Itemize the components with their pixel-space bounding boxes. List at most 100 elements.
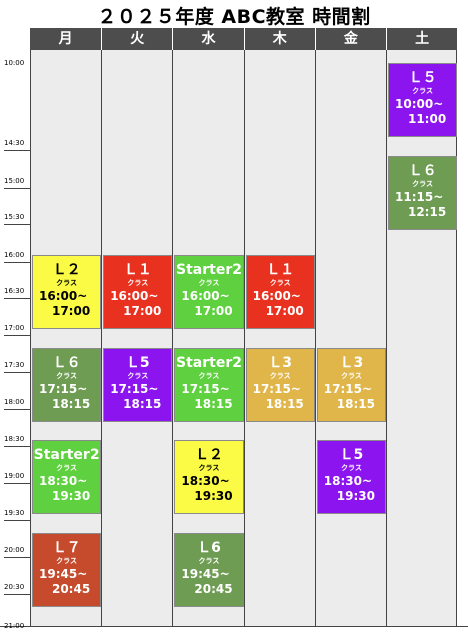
class-block[interactable]: Ｌ5 クラス 18:30~ 19:30 — [316, 440, 386, 514]
day-header-1: 火 — [101, 28, 172, 50]
class-block[interactable]: Ｌ3 クラス 17:15~ 18:15 — [245, 347, 315, 422]
class-name: Ｌ５ — [408, 70, 437, 86]
class-label: クラス — [269, 279, 291, 287]
day-column-0 — [30, 50, 103, 627]
class-end-time: 18:15 — [51, 396, 91, 411]
class-end-time: 12:15 — [407, 204, 447, 219]
time-label: 19:30 — [4, 509, 25, 517]
time-tick — [4, 520, 30, 521]
class-name: Starter2 — [176, 354, 242, 371]
class-label: クラス — [56, 464, 78, 472]
class-name: Starter2 — [176, 262, 242, 278]
class-name: Ｌ２ — [52, 262, 81, 278]
class-start-time: 16:00~ — [181, 289, 230, 303]
class-block[interactable]: Ｌ２ クラス 16:00~ 17:00 — [32, 255, 102, 329]
class-label: クラス — [412, 179, 434, 188]
class-name: Ｌ6 — [197, 539, 221, 556]
class-start-time: 18:30~ — [323, 474, 373, 488]
day-header-4: 金 — [314, 28, 386, 50]
day-header-3: 木 — [243, 28, 315, 50]
time-tick — [4, 372, 30, 373]
class-end-time: 20:45 — [51, 581, 91, 596]
class-block[interactable]: Ｌ２ クラス 18:30~ 19:30 — [174, 440, 244, 514]
page-title: ２０２５年度 ABC教室 時間割 — [97, 6, 371, 28]
time-tick — [4, 150, 30, 151]
class-start-time: 16:00~ — [39, 289, 88, 303]
class-end-time: 18:15 — [123, 396, 162, 411]
day-header-5: 土 — [386, 28, 457, 50]
class-start-time: 11:15~ — [395, 189, 444, 204]
class-block[interactable]: Ｌ3 クラス 17:15~ 18:15 — [316, 347, 386, 422]
class-block[interactable]: Ｌ１ クラス 16:00~ 17:00 — [103, 255, 173, 329]
class-block[interactable]: Ｌ６ クラス 17:15~ 18:15 — [32, 347, 102, 422]
time-label: 17:30 — [4, 361, 25, 369]
time-tick — [4, 594, 30, 595]
class-start-time: 10:00~ — [395, 97, 444, 111]
class-block[interactable]: Ｌ７ クラス 19:45~ 20:45 — [32, 532, 102, 607]
day-column-2 — [172, 50, 245, 627]
timetable-grid — [30, 50, 458, 627]
class-end-time: 18:15 — [194, 396, 233, 411]
class-block[interactable]: Ｌ５ クラス 10:00~ 11:00 — [388, 63, 458, 137]
class-block[interactable]: Ｌ5 クラス 17:15~ 18:15 — [103, 347, 173, 422]
class-start-time: 19:45~ — [181, 566, 230, 581]
class-start-time: 18:30~ — [181, 474, 230, 488]
day-header-2: 水 — [172, 28, 243, 50]
class-label: クラス — [127, 371, 149, 380]
class-block[interactable]: Ｌ６ クラス 11:15~ 12:15 — [388, 155, 458, 230]
day-header-0: 月 — [58, 31, 73, 47]
time-label: 19:00 — [4, 472, 25, 480]
time-label: 16:30 — [4, 287, 25, 295]
class-name: Ｌ3 — [268, 354, 293, 371]
class-end-time: 18:15 — [265, 396, 304, 411]
time-label: 15:00 — [4, 177, 25, 185]
class-start-time: 16:00~ — [110, 289, 159, 303]
class-label: クラス — [198, 464, 220, 472]
class-label: クラス — [198, 279, 220, 287]
class-start-time: 17:15~ — [252, 381, 301, 396]
class-block[interactable]: Starter2 クラス 16:00~ 17:00 — [174, 255, 244, 329]
class-name: Ｌ１ — [266, 262, 295, 278]
time-label: 21:00 — [4, 622, 25, 630]
class-end-time: 17:00 — [51, 304, 91, 318]
time-label: 18:00 — [4, 398, 25, 406]
day-header-row: 月 火水木金土 — [30, 28, 457, 50]
time-label: 20:30 — [4, 583, 25, 591]
class-block[interactable]: Starter2 クラス 18:30~ 19:30 — [32, 440, 102, 514]
class-start-time: 19:45~ — [39, 566, 88, 581]
class-end-time: 19:30 — [194, 489, 233, 503]
class-end-time: 17:00 — [194, 304, 233, 318]
class-block[interactable]: Ｌ１ クラス 16:00~ 17:00 — [245, 255, 315, 329]
class-name: Ｌ２ — [194, 447, 223, 463]
class-start-time: 17:15~ — [39, 381, 88, 396]
day-column-5 — [386, 50, 458, 627]
class-end-time: 11:00 — [407, 112, 447, 126]
class-name: Ｌ3 — [339, 354, 364, 371]
class-name: Ｌ６ — [408, 162, 437, 179]
day-column-1 — [101, 50, 174, 627]
day-column-4 — [314, 50, 387, 627]
class-start-time: 17:15~ — [110, 381, 159, 396]
time-tick — [4, 224, 30, 225]
class-block[interactable]: Ｌ6 クラス 19:45~ 20:45 — [174, 532, 244, 607]
time-tick — [4, 409, 30, 410]
class-block[interactable]: Starter2 クラス 17:15~ 18:15 — [174, 347, 244, 422]
class-label: クラス — [340, 371, 362, 380]
class-end-time: 19:30 — [336, 489, 375, 503]
time-label: 14:30 — [4, 139, 25, 147]
class-label: クラス — [56, 279, 78, 287]
class-name: Ｌ７ — [52, 539, 81, 556]
bottom-rule — [0, 626, 468, 627]
class-name: Ｌ６ — [52, 354, 81, 371]
class-label: クラス — [56, 556, 78, 565]
class-name: Ｌ5 — [125, 354, 150, 371]
class-end-time: 19:30 — [51, 489, 91, 503]
time-tick — [4, 188, 30, 189]
class-label: クラス — [198, 556, 220, 565]
class-name: Ｌ１ — [123, 262, 152, 278]
time-label: 17:00 — [4, 324, 25, 332]
class-start-time: 17:15~ — [181, 381, 230, 396]
class-start-time: 17:15~ — [323, 381, 373, 396]
class-end-time: 18:15 — [336, 396, 375, 411]
class-end-time: 17:00 — [123, 304, 162, 318]
